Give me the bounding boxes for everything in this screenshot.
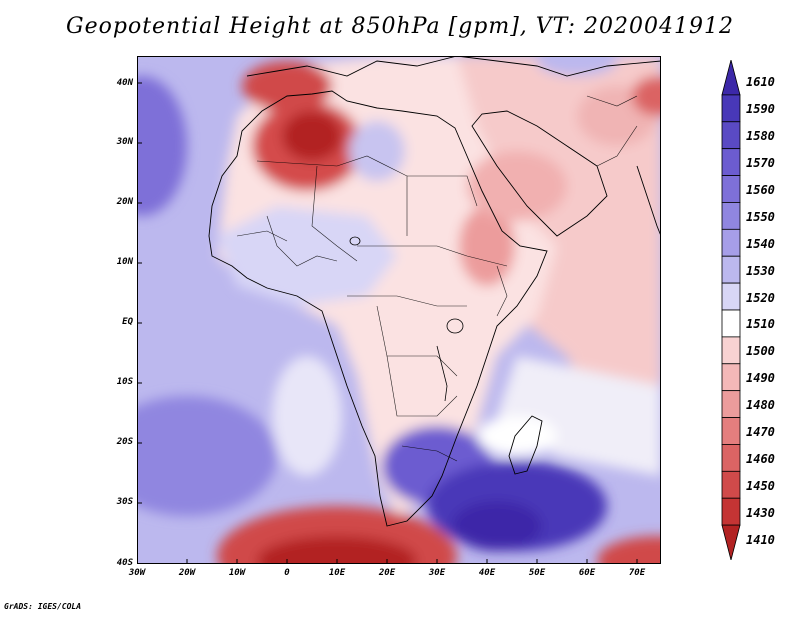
lat-label-30n: 30N <box>116 137 133 147</box>
border-12 <box>566 125 638 167</box>
grads-credit: GrADS: IGES/COLA <box>4 602 82 611</box>
colorbar-swatch <box>721 309 741 338</box>
map-title: Geopotential Height at 850hPa [gpm], VT:… <box>66 14 734 39</box>
lake-tanganyika <box>436 345 448 402</box>
colorbar-swatch <box>721 417 741 445</box>
colorbar-label: 1470 <box>746 425 775 439</box>
north-low-right <box>632 76 661 116</box>
north-blue-top <box>537 56 617 76</box>
lon-label-70e: 70E <box>628 568 646 578</box>
border-6 <box>376 305 458 377</box>
lon-label-20w: 20W <box>178 568 196 578</box>
lon-label-40e: 40E <box>478 568 496 578</box>
colorbar-label: 1520 <box>746 290 775 305</box>
lat-label-eq: EQ <box>122 317 133 327</box>
border-8 <box>401 445 458 462</box>
ethiopia-low <box>459 206 515 286</box>
colorbar-label: 1490 <box>746 371 775 386</box>
border-11 <box>496 265 508 317</box>
lat-label-30s: 30S <box>116 497 133 507</box>
colorbar-label: 1460 <box>746 451 775 466</box>
southern-ocean-low-1-core <box>257 536 417 564</box>
colorbar-label: 1410 <box>746 532 775 547</box>
colorbar-label: 1530 <box>746 263 775 278</box>
colorbar-label: 1430 <box>746 505 775 520</box>
lat-label-10s: 10S <box>116 377 133 387</box>
lon-label-10e: 10E <box>328 568 346 578</box>
west-africa-blue <box>217 206 397 306</box>
colorbar-swatch <box>721 228 741 257</box>
colorbar-label: 1590 <box>746 102 775 117</box>
colorbar-label: 1450 <box>746 478 775 493</box>
madagascar-white <box>477 416 557 456</box>
colorbar-label: 1500 <box>746 344 775 359</box>
colorbar-swatch <box>721 336 741 365</box>
south-indian-high-core <box>452 501 542 551</box>
colorbar-swatch <box>721 282 741 311</box>
lat-label-40s: 40S <box>116 558 133 568</box>
colorbar-swatch <box>721 363 741 392</box>
india-coastline <box>636 165 661 237</box>
colorbar-swatch <box>721 255 741 284</box>
europe-coastline <box>246 56 661 77</box>
colorbar-swatch <box>721 202 741 230</box>
colorbar-label: 1560 <box>746 183 775 197</box>
colorbar-swatch <box>721 148 741 176</box>
border-7 <box>386 355 458 417</box>
madagascar-coastline <box>508 415 543 475</box>
colorbar-swatch <box>721 470 741 499</box>
colorbar-label: 1580 <box>746 129 775 144</box>
arabia-low <box>467 151 567 221</box>
lake-chad <box>349 236 361 246</box>
colorbar-label: 1540 <box>746 236 775 251</box>
lon-label-20e: 20E <box>378 568 396 578</box>
azores-high <box>137 76 187 216</box>
border-5 <box>347 295 467 307</box>
south-atlantic-high <box>137 396 277 516</box>
height-map <box>137 56 661 564</box>
lat-label-20s: 20S <box>116 437 133 447</box>
colorbar-swatch <box>721 60 741 96</box>
colorbar-swatch <box>721 524 741 560</box>
lon-label-10w: 10W <box>228 568 246 578</box>
colorbar <box>721 60 741 560</box>
map-frame <box>137 56 661 564</box>
colorbar-swatch <box>721 121 741 150</box>
lon-label-0: 0 <box>284 568 290 578</box>
arabia-coastline <box>471 110 608 237</box>
colorbar-label: 1610 <box>746 75 775 90</box>
lon-label-60e: 60E <box>578 568 596 578</box>
colorbar-label: 1570 <box>746 156 775 171</box>
libya-blue <box>349 121 405 181</box>
lake-victoria <box>446 318 464 334</box>
colorbar-swatch <box>721 94 741 123</box>
africa-coastline <box>208 90 548 527</box>
sahara-heat-low-core <box>282 111 342 161</box>
border-4 <box>357 245 508 267</box>
lat-label-10n: 10N <box>116 257 133 267</box>
border-2 <box>311 165 358 262</box>
south-indian-white-band <box>497 356 661 476</box>
colorbar-label: 1510 <box>746 317 775 332</box>
colorbar-swatch <box>721 497 741 526</box>
southern-ocean-low-2 <box>597 536 661 564</box>
lon-label-30e: 30E <box>428 568 446 578</box>
lat-label-20n: 20N <box>116 197 133 207</box>
lat-label-40n: 40N <box>116 78 133 88</box>
border-13 <box>586 95 638 107</box>
colorbar-label: 1550 <box>746 209 775 224</box>
colorbar-swatch <box>721 390 741 418</box>
border-9 <box>266 215 338 267</box>
colorbar-swatch <box>721 444 741 472</box>
border-1 <box>256 155 408 236</box>
colorbar-label: 1480 <box>746 398 775 413</box>
border-10 <box>236 230 288 242</box>
border-3 <box>407 175 478 207</box>
lon-label-30w: 30W <box>128 568 146 578</box>
equatorial-atlantic-white <box>272 356 342 476</box>
lon-label-50e: 50E <box>528 568 546 578</box>
colorbar-swatch <box>721 175 741 203</box>
